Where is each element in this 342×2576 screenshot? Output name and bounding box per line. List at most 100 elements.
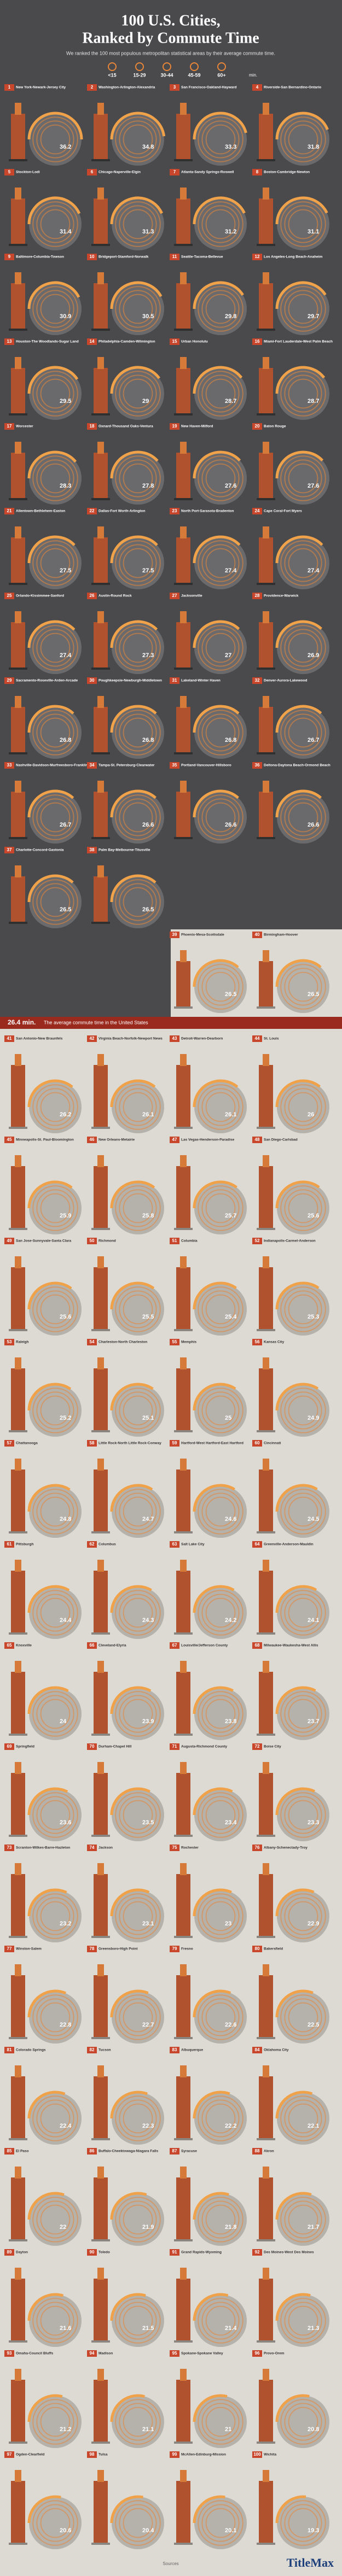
minutes: 25.3 [308, 1314, 319, 1320]
commute-arc [275, 2091, 313, 2119]
rank-badge [4, 1946, 14, 1952]
rank: 51 [172, 1238, 177, 1243]
rank-badge [252, 762, 262, 769]
commute-arc [193, 1585, 235, 1613]
building-icon [176, 1065, 190, 1128]
dial-ring [205, 2103, 236, 2134]
dial-ring [198, 2399, 244, 2445]
city-name: Jacksonville [181, 594, 202, 598]
dial-ring [115, 1792, 161, 1838]
building-icon [176, 537, 190, 584]
building-base [91, 922, 110, 924]
rank-badge [4, 2350, 14, 2357]
dial-ring [198, 1489, 244, 1535]
rank-badge [252, 593, 262, 599]
city-name: Portland-Vancouver-Hillsboro [181, 764, 231, 768]
building-icon [259, 622, 273, 669]
dial-ring [198, 455, 244, 501]
dial-ring [280, 964, 326, 1010]
dial-ring [284, 120, 322, 159]
building-icon [94, 1166, 108, 1229]
dial-ring [40, 548, 71, 578]
rank: 16 [255, 339, 260, 344]
city-name: Austin-Round Rock [98, 594, 132, 598]
building-base [174, 668, 193, 670]
rank: 32 [255, 678, 260, 683]
city-name: Stockton-Lodi [16, 171, 40, 174]
rank: 58 [90, 1441, 95, 1445]
city-name: Augusta-Richmond County [181, 1745, 228, 1749]
dial-ring [36, 1189, 74, 1227]
building-icon [11, 792, 25, 838]
dial-ring [198, 1994, 244, 2040]
dial-ring [123, 1294, 153, 1325]
commute-arc [275, 705, 322, 733]
dial-ring [123, 1395, 153, 1426]
building-icon [94, 876, 108, 923]
commute-arc [27, 789, 74, 818]
minutes: 20.1 [225, 2527, 236, 2534]
rank: 77 [7, 1946, 12, 1951]
city-name: Boise City [264, 1745, 281, 1749]
building-icon [176, 2380, 190, 2443]
building-icon [259, 1773, 273, 1836]
dial-ring [288, 1800, 318, 1830]
commute-arc [193, 1484, 235, 1512]
rank: 71 [172, 1744, 177, 1749]
building-base [91, 837, 110, 839]
dial-ring [32, 1489, 78, 1535]
building-icon [259, 2177, 273, 2240]
building-icon [11, 537, 25, 584]
building-icon [11, 1267, 25, 1330]
dial-ring [32, 540, 78, 586]
minutes: 24.2 [225, 1617, 236, 1624]
rank-badge [4, 254, 14, 260]
minutes: 22.5 [308, 2022, 319, 2028]
legend-icon [108, 62, 117, 71]
building-base [91, 583, 110, 585]
city-name: Durham-Chapel Hill [98, 1745, 132, 1749]
building-icon [11, 2481, 25, 2544]
building-base [9, 2239, 27, 2241]
minutes: 27.6 [308, 483, 319, 489]
dial-ring [123, 294, 153, 324]
rank-badge [4, 2249, 14, 2256]
rank: 13 [7, 339, 12, 344]
minutes: 26.8 [142, 737, 154, 743]
city-name: Greenville-Anderson-Mauldin [264, 1543, 314, 1547]
city-name: Fresno [181, 1947, 193, 1951]
rank-badge [4, 1339, 14, 1345]
city-name: Columbus [98, 1543, 116, 1547]
dial-ring [32, 879, 78, 925]
minutes: 26 [308, 1111, 314, 1118]
commute-arc [275, 535, 323, 564]
building-base [91, 413, 110, 415]
rank: 96 [255, 2351, 260, 2356]
dial-ring [115, 1286, 161, 1332]
building-icon [97, 1054, 104, 1066]
rank: 79 [172, 1946, 177, 1951]
dial-ring [32, 455, 78, 501]
rank-badge [252, 1743, 262, 1750]
commute-arc [275, 281, 327, 309]
commute-arc [275, 1281, 320, 1310]
dial-ring [40, 2204, 71, 2235]
building-base [257, 244, 275, 246]
commute-arc [27, 620, 76, 648]
commute-arc [27, 1686, 69, 1714]
building-base [91, 1228, 110, 1230]
building-icon [11, 283, 25, 330]
dial-ring [201, 290, 240, 328]
dial-ring [36, 1695, 74, 1733]
commute-arc [193, 1079, 239, 1108]
building-icon [11, 622, 25, 669]
building-base [9, 837, 27, 839]
dial-ring [198, 116, 244, 162]
building-base [91, 2340, 110, 2343]
minutes: 24 [60, 1718, 67, 1725]
building-base [91, 752, 110, 754]
commute-arc [110, 1989, 149, 2018]
commute-arc [110, 2091, 148, 2119]
building-icon [94, 114, 108, 160]
building-icon [263, 1155, 269, 1167]
